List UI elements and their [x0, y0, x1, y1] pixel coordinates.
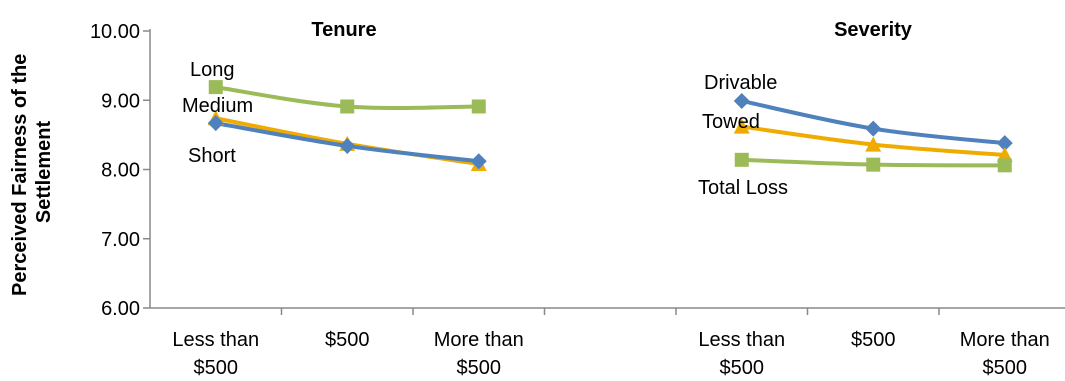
panel-titles: Tenure Severity — [311, 19, 912, 41]
y-tick-label: 7.00 — [101, 229, 140, 251]
series-label: Long — [190, 59, 235, 81]
y-tick-label: 6.00 — [101, 298, 140, 320]
series-label: Towed — [702, 111, 760, 133]
y-tick-label: 9.00 — [101, 90, 140, 112]
series-label: Drivable — [704, 72, 777, 94]
data-point-triangle — [865, 136, 882, 152]
data-point-square — [997, 158, 1012, 173]
y-axis-title: Perceived Fairness of the Settlement — [9, 48, 55, 296]
data-point-square — [734, 152, 749, 167]
y-tick-label: 10.00 — [90, 21, 140, 43]
series-label: Medium — [182, 95, 253, 117]
data-point-square — [208, 80, 223, 95]
data-point-triangle — [733, 118, 750, 134]
x-tick-label: $500 — [325, 329, 370, 351]
y-tick-label: 8.00 — [101, 160, 140, 182]
panel-title: Severity — [834, 19, 913, 41]
series-annotations: Long Medium Short Drivable Towed Total Loss — [182, 59, 788, 199]
axes — [149, 29, 1065, 315]
data-point-square — [866, 157, 881, 172]
y-axis-title-group: Perceived Fairness of the Settlement — [9, 48, 55, 296]
x-tick-label: More than $500 — [434, 329, 524, 379]
data-point-square — [471, 99, 486, 114]
data-point-square — [340, 99, 355, 114]
series-label: Total Loss — [698, 177, 788, 199]
data-point-diamond — [339, 137, 356, 154]
data-point-diamond — [207, 115, 224, 132]
data-point-triangle — [996, 146, 1013, 162]
y-axis-ticks: 6.00 7.00 8.00 9.00 10.00 — [90, 21, 150, 320]
x-tick-label: $500 — [851, 329, 896, 351]
series-group — [207, 80, 1013, 173]
x-axis-tick-labels: Less than $500 $500 More than $500 Less than $… — [172, 329, 1049, 379]
x-tick-label: Less than $500 — [698, 329, 785, 379]
x-tick-label: Less than $500 — [172, 329, 259, 379]
data-point-diamond — [996, 135, 1013, 152]
panel-title: Tenure — [311, 19, 376, 41]
x-tick-label: More than $500 — [960, 329, 1050, 379]
data-point-diamond — [470, 153, 487, 170]
data-point-diamond — [865, 120, 882, 137]
series-label: Short — [188, 145, 236, 167]
data-point-diamond — [733, 92, 750, 109]
